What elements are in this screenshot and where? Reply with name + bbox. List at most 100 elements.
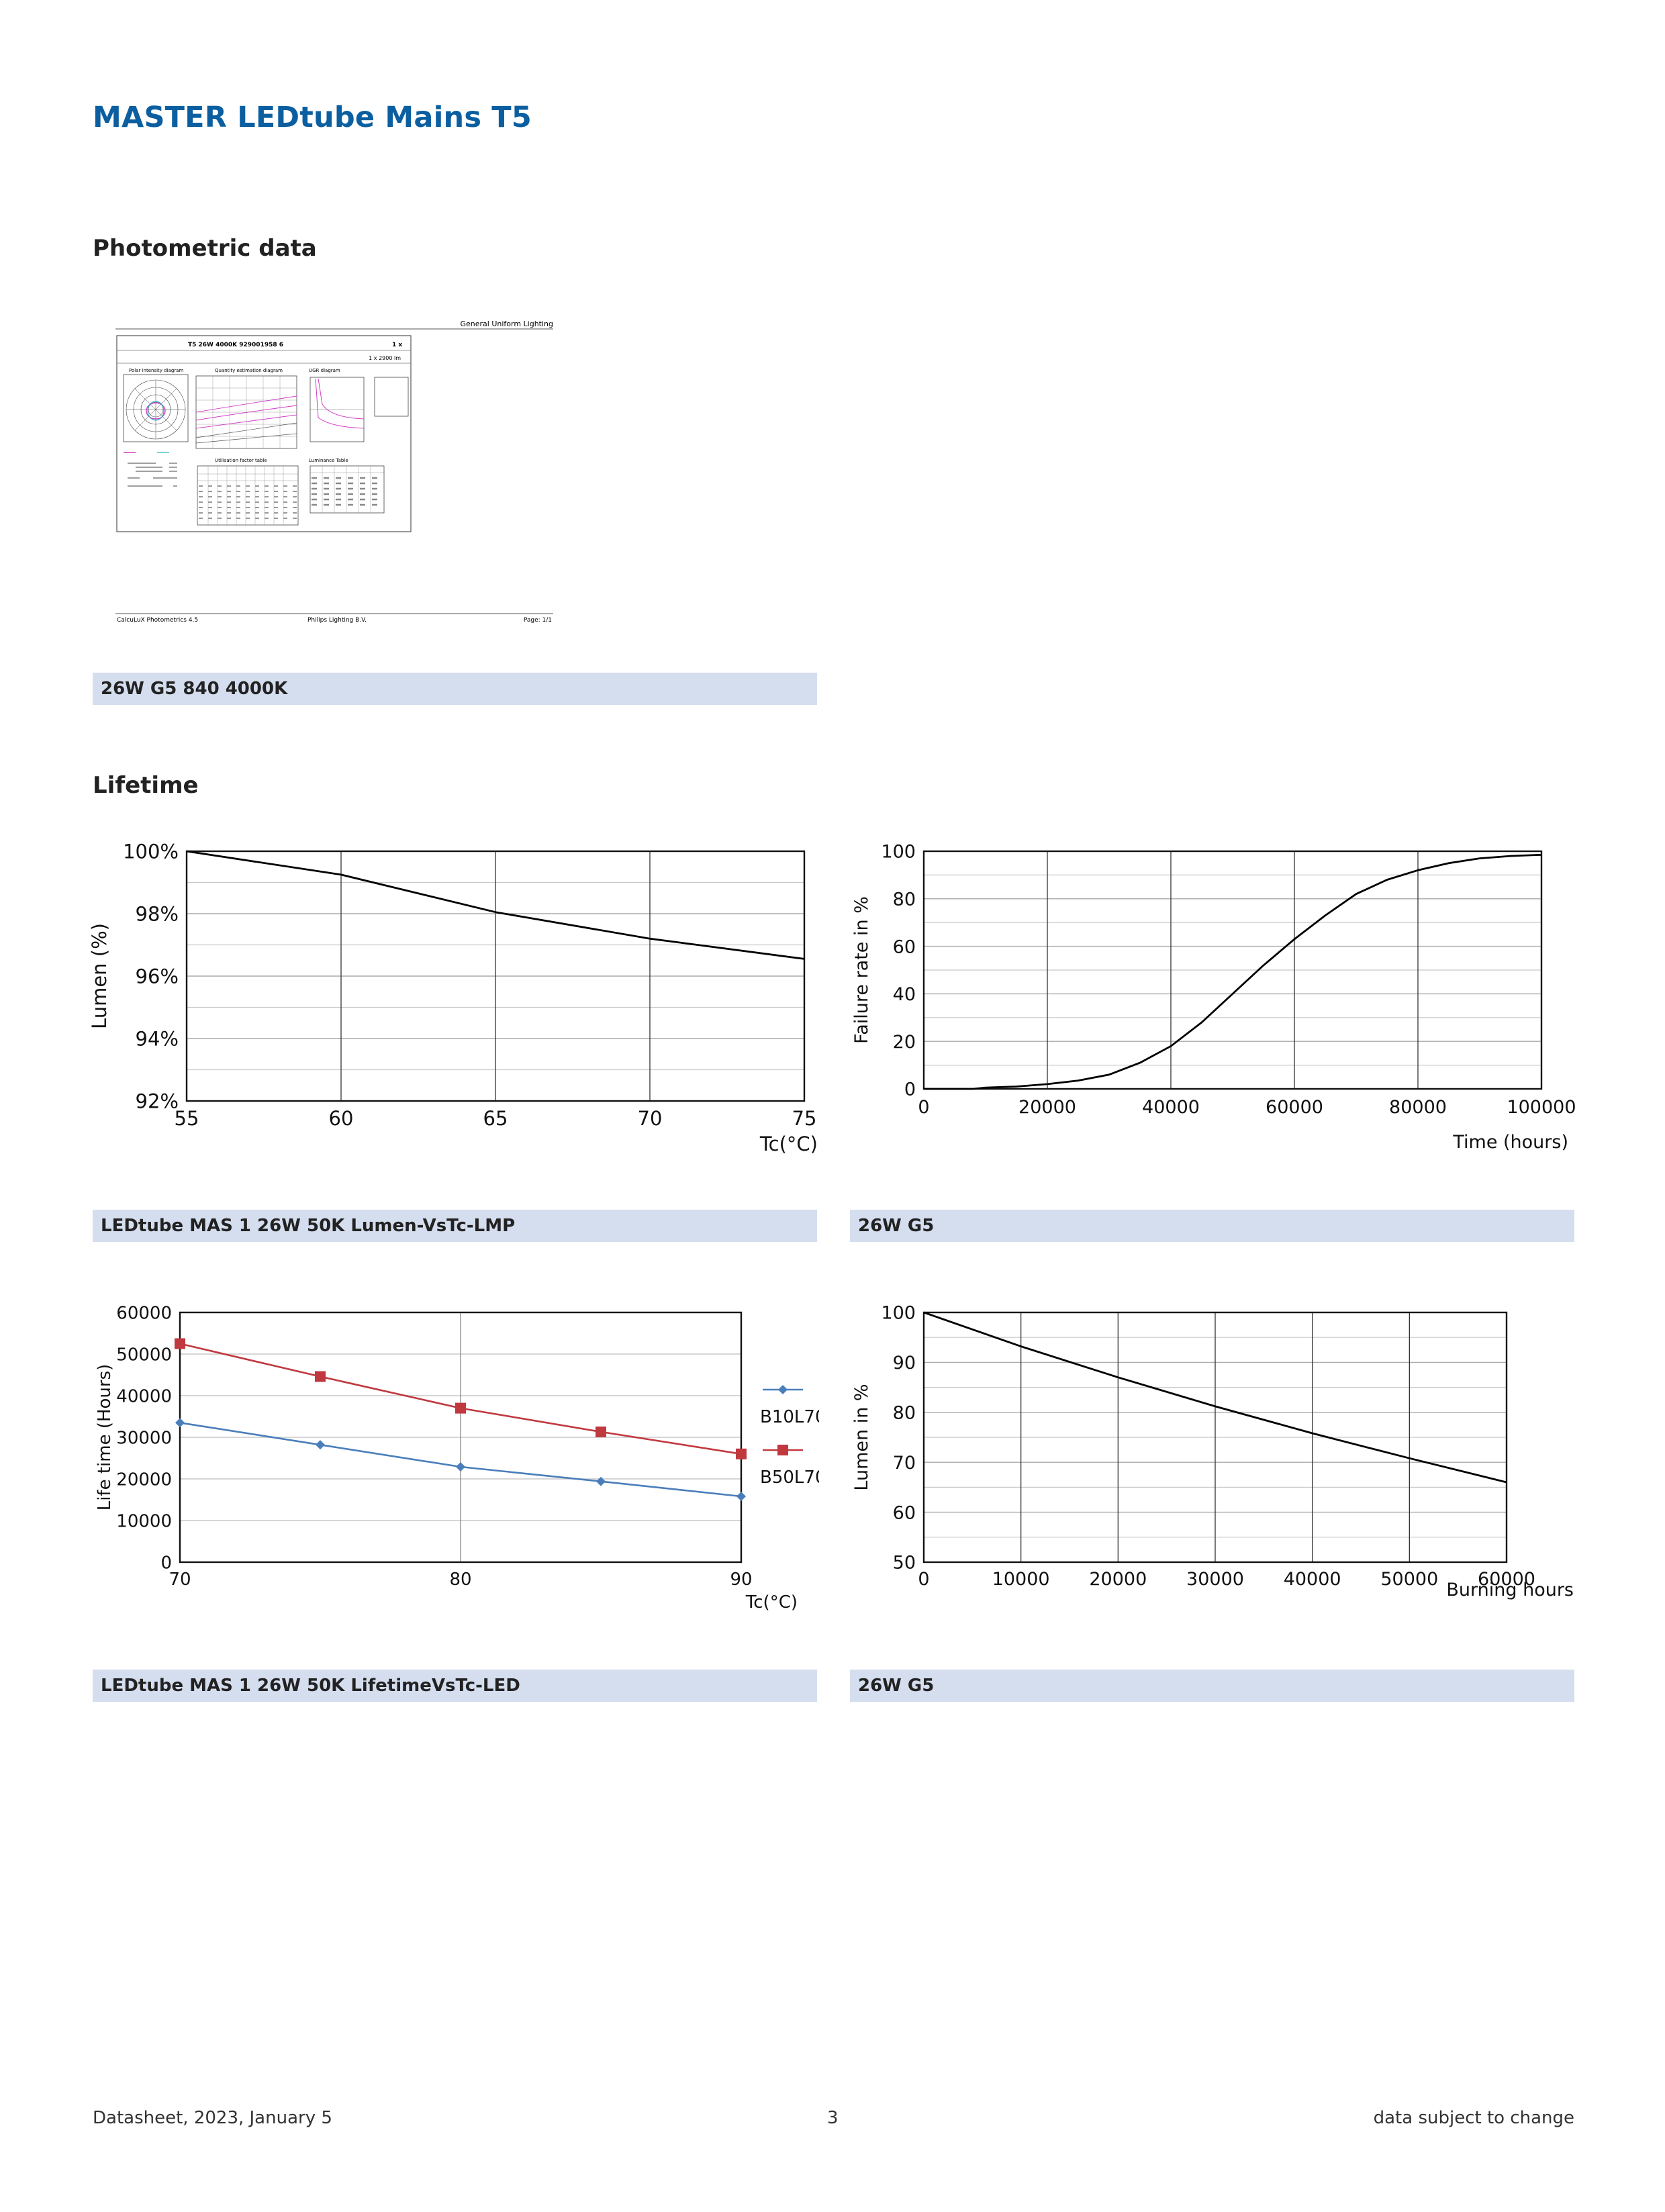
- x-axis-label: Tc(°C): [759, 1133, 818, 1155]
- x-axis-label: Burning hours: [1446, 1580, 1574, 1600]
- footer-left: Datasheet, 2023, January 5: [93, 2108, 332, 2128]
- x-tick-label: 10000: [992, 1569, 1050, 1590]
- panel-quantity-label: Quantity estimation diagram: [215, 368, 283, 373]
- legend-label: B50L70: [760, 1468, 819, 1488]
- data-point: [736, 1448, 747, 1459]
- y-tick-label: 50: [893, 1553, 916, 1574]
- y-tick-label: 20: [893, 1032, 916, 1053]
- quantity-diagram: [195, 375, 297, 449]
- utilisation-table: [197, 465, 299, 526]
- x-tick-label: 80000: [1389, 1097, 1447, 1118]
- report-footer-left: CalcuLuX Photometrics 4.5: [117, 617, 198, 624]
- caption-photometric: 26W G5 840 4000K: [93, 673, 817, 705]
- x-tick-label: 60000: [1266, 1097, 1323, 1118]
- x-tick-label: 55: [175, 1107, 199, 1130]
- data-point: [455, 1402, 466, 1414]
- plot-area: [179, 1311, 743, 1564]
- y-tick-label: 20000: [116, 1470, 172, 1490]
- footer-right: data subject to change: [1373, 2108, 1574, 2128]
- x-tick-label: 90: [730, 1570, 752, 1590]
- y-tick-label: 80: [893, 1403, 916, 1424]
- y-tick-label: 40000: [116, 1386, 172, 1406]
- x-tick-label: 100000: [1507, 1097, 1576, 1118]
- y-tick-label: 98%: [136, 902, 179, 925]
- x-tick-label: 40000: [1142, 1097, 1200, 1118]
- y-tick-label: 60: [893, 1502, 916, 1523]
- y-tick-label: 0: [904, 1079, 916, 1100]
- y-tick-label: 10000: [116, 1511, 172, 1531]
- report-footer-right: Page: 1/1: [524, 617, 552, 624]
- y-tick-label: 70: [893, 1453, 916, 1474]
- report-header-label: General Uniform Lighting: [460, 320, 553, 328]
- legend-swatch-marker: [777, 1445, 788, 1455]
- report-flux: 1 x 2900 lm: [369, 355, 401, 361]
- report-lamp-count: 1 x: [392, 342, 402, 348]
- x-tick-label: 60000: [1478, 1569, 1535, 1590]
- data-point: [596, 1426, 606, 1437]
- x-tick-label: 75: [792, 1107, 817, 1130]
- caption-chart-lumen-vs-tc: LEDtube MAS 1 26W 50K Lumen-VsTc-LMP: [93, 1210, 817, 1242]
- y-tick-label: 0: [160, 1553, 172, 1573]
- footer-page-number: 3: [827, 2108, 839, 2128]
- y-tick-label: 30000: [116, 1428, 172, 1448]
- y-tick-label: 50000: [116, 1345, 172, 1365]
- plot-area: [922, 850, 1543, 1090]
- y-axis-label: Lumen (%): [88, 923, 111, 1029]
- polar-diagram: [123, 374, 189, 442]
- x-tick-label: 80: [449, 1570, 471, 1590]
- panel-luminance-label: Luminance Table: [309, 458, 348, 463]
- data-point: [315, 1371, 326, 1382]
- caption-chart-lumen-maintenance: 26W G5: [850, 1670, 1574, 1702]
- chart-lifetime-vs-tc: 0 10000 20000 30000 40000 50000 60000 70 80 90Tc(…: [95, 1303, 819, 1613]
- y-tick-label: 100%: [123, 840, 179, 863]
- y-axis-label: Lumen in %: [851, 1384, 872, 1490]
- x-tick-label: 20000: [1089, 1569, 1147, 1590]
- x-tick-label: 20000: [1018, 1097, 1076, 1118]
- chart-lumen-vs-tc: 92% 94% 96% 98% 100% 55 60 65 70 75 Tc(°C) Lumen (%…: [88, 840, 818, 1155]
- y-tick-label: 100: [881, 1303, 916, 1324]
- data-point: [175, 1418, 185, 1428]
- x-tick-label: 30000: [1186, 1569, 1244, 1590]
- page-title: MASTER LEDtube Mains T5: [93, 101, 532, 134]
- y-tick-label: 90: [893, 1353, 916, 1374]
- x-tick-label: 70: [169, 1570, 191, 1590]
- legend-swatch-marker: [778, 1385, 788, 1394]
- photometric-report-thumbnail: General Uniform Lighting T5 26W 4000K 92…: [115, 320, 553, 624]
- caption-chart-lifetime-vs-tc: LEDtube MAS 1 26W 50K LifetimeVsTc-LED: [93, 1670, 817, 1702]
- x-tick-label: 60: [329, 1107, 354, 1130]
- x-tick-label: 40000: [1284, 1569, 1341, 1590]
- y-tick-label: 40: [893, 984, 916, 1005]
- panel-utilisation-label: Utilisation factor table: [215, 458, 267, 463]
- caption-chart-failure-rate: 26W G5: [850, 1210, 1574, 1242]
- panel-ugr-label: UGR diagram: [309, 368, 340, 373]
- y-axis-label: Failure rate in %: [851, 896, 872, 1044]
- x-tick-label: 65: [483, 1107, 508, 1130]
- y-tick-label: 60000: [116, 1303, 172, 1323]
- data-point: [596, 1476, 606, 1486]
- panel-polar-label: Polar intensity diagram: [129, 368, 183, 373]
- report-footer-mid: Philips Lighting B.V.: [307, 617, 367, 624]
- y-tick-label: 96%: [136, 965, 179, 988]
- chart-failure-rate: 0 20 40 60 80 100 0 20000 40000 60000 80000 100000 T…: [851, 842, 1576, 1153]
- luminance-table: [310, 465, 385, 514]
- series-line-0: [924, 853, 1542, 1090]
- y-tick-label: 100: [881, 842, 916, 863]
- ugr-diagram: [310, 377, 409, 442]
- y-tick-label: 80: [893, 889, 916, 910]
- data-point: [316, 1440, 325, 1450]
- report-text-block: [128, 463, 177, 487]
- legend-label: B10L70: [760, 1407, 819, 1427]
- y-axis-label: Life time (Hours): [95, 1364, 115, 1511]
- plot-area: [922, 1311, 1508, 1564]
- data-point: [175, 1338, 185, 1349]
- series-line-0: [923, 1311, 1507, 1484]
- x-tick-label: 0: [918, 1097, 929, 1118]
- x-tick-label: 70: [638, 1107, 663, 1130]
- x-axis-label: Tc(°C): [745, 1592, 798, 1613]
- data-point: [736, 1492, 746, 1502]
- y-tick-label: 94%: [136, 1027, 179, 1050]
- data-point: [456, 1462, 465, 1472]
- x-axis-label: Time (hours): [1452, 1132, 1568, 1153]
- x-tick-label: 0: [918, 1569, 929, 1590]
- plot-area: [185, 850, 806, 1102]
